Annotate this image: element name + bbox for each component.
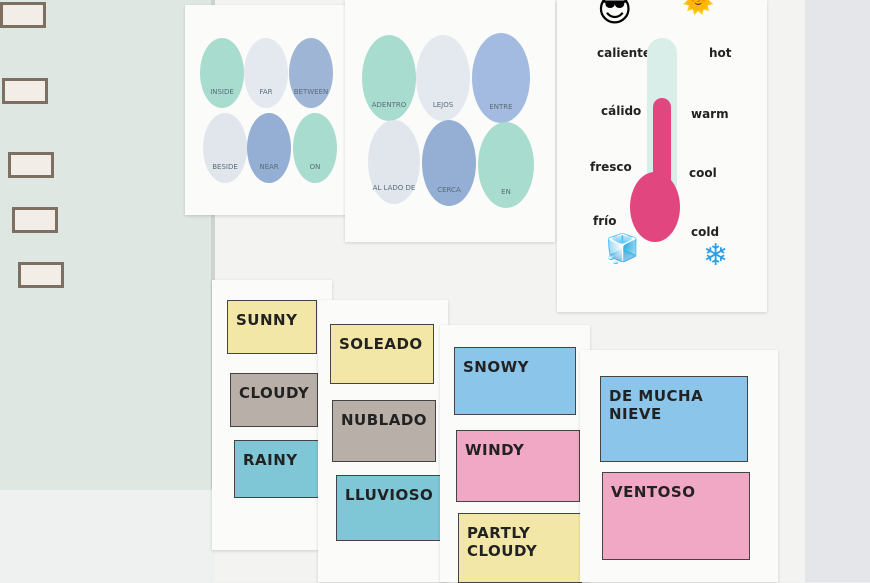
wall-tag [18,262,64,288]
preposition-card: BESIDE [203,113,247,183]
side-wall [805,0,870,582]
thermometer-bulb [630,172,680,242]
preposition-card: INSIDE [200,38,244,108]
weather-card-ventoso: VENTOSO [602,472,750,560]
weather-card-lluvioso: LLUVIOSO [336,475,442,541]
weather-spanish-poster-2: DE MUCHA NIEVE VENTOSO [580,350,778,582]
wall-tag [2,78,48,104]
weather-spanish-poster: SOLEADO NUBLADO LLUVIOSO [318,300,448,582]
weather-card-windy: WINDY [456,430,580,502]
wall-tag [12,207,58,233]
sun-icon: 😎 [597,0,633,30]
label-caliente: caliente [597,46,651,60]
label-frio: frío [593,214,617,228]
preposition-card: FAR [244,38,288,108]
weather-card-de-mucha-nieve: DE MUCHA NIEVE [600,376,748,462]
weather-english-poster-2: SNOWY WINDY PARTLY CLOUDY [440,325,590,583]
preposition-card: LEJOS [416,35,470,121]
sun-icon: 🌞 [682,0,715,16]
thermometer-icon [647,38,677,208]
weather-card-snowy: SNOWY [454,347,576,415]
label-cool: cool [689,166,717,180]
weather-card-partly-cloudy: PARTLY CLOUDY [458,513,582,583]
preposition-card: ENTRE [472,33,530,123]
temperature-poster: 😎 🌞 caliente hot cálido warm fresco cool… [557,0,767,312]
weather-card-rainy: RAINY [234,440,324,498]
label-hot: hot [709,46,732,60]
weather-card-soleado: SOLEADO [330,324,434,384]
preposition-card: EN [478,122,534,208]
weather-card-nublado: NUBLADO [332,400,436,462]
prepositions-spanish-poster: ADENTRO LEJOS ENTRE AL LADO DE CERCA EN [345,0,555,242]
label-cold: cold [691,225,720,239]
weather-english-poster: SUNNY CLOUDY RAINY [212,280,332,550]
preposition-card: ADENTRO [362,35,416,121]
preposition-card: CERCA [422,120,476,206]
weather-card-sunny: SUNNY [227,300,317,354]
snowflake-icon: ❄ [703,238,729,273]
label-fresco: fresco [590,160,632,174]
label-calido: cálido [601,104,642,118]
whiteboard [0,0,215,490]
preposition-card: NEAR [247,113,291,183]
preposition-card: ON [293,113,337,183]
wall-tag [0,2,46,28]
preposition-card: BETWEEN [289,38,333,108]
wall-tag [8,152,54,178]
prepositions-english-poster: INSIDE FAR BETWEEN BESIDE NEAR ON [185,5,350,215]
preposition-card: AL LADO DE [368,120,420,204]
label-warm: warm [691,107,729,121]
ice-cube-icon: 🧊 [605,232,640,265]
weather-card-cloudy: CLOUDY [230,373,318,427]
